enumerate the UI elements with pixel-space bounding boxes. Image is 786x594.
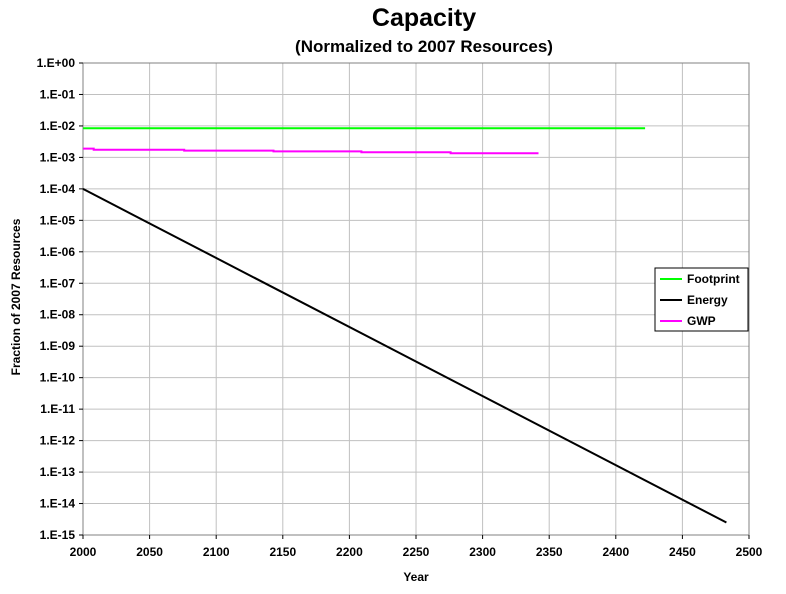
x-tick-label: 2400 xyxy=(602,545,629,559)
legend-label-energy: Energy xyxy=(687,293,728,307)
series-line-gwp xyxy=(83,147,539,155)
x-axis-label: Year xyxy=(403,570,429,584)
y-tick-label: 1.E+00 xyxy=(37,56,76,70)
chart-title: Capacity xyxy=(372,4,476,32)
y-tick-label: 1.E-14 xyxy=(40,497,76,511)
x-axis-ticks: 2000 2050 2100 2150 2200 2250 2300 2350 2400 2450… xyxy=(70,535,763,559)
grid xyxy=(82,62,750,536)
y-axis-label: Fraction of 2007 Resources xyxy=(9,218,23,375)
x-tick-label: 2300 xyxy=(469,545,496,559)
y-tick-label: 1.E-07 xyxy=(40,276,76,290)
x-tick-label: 2150 xyxy=(269,545,296,559)
x-tick-label: 2500 xyxy=(736,545,763,559)
x-tick-label: 2200 xyxy=(336,545,363,559)
x-tick-label: 2250 xyxy=(403,545,430,559)
y-tick-label: 1.E-08 xyxy=(40,308,76,322)
chart-subtitle: (Normalized to 2007 Resources) xyxy=(295,37,553,56)
x-tick-label: 2350 xyxy=(536,545,563,559)
x-tick-label: 2450 xyxy=(669,545,696,559)
y-tick-label: 1.E-04 xyxy=(40,182,76,196)
y-tick-label: 1.E-09 xyxy=(40,339,76,353)
x-tick-label: 2100 xyxy=(203,545,230,559)
series-layer xyxy=(82,127,727,524)
legend-label-footprint: Footprint xyxy=(687,272,740,286)
y-tick-label: 1.E-15 xyxy=(40,528,76,542)
y-tick-label: 1.E-03 xyxy=(40,150,76,164)
y-tick-label: 1.E-11 xyxy=(40,402,75,416)
y-tick-label: 1.E-02 xyxy=(40,119,76,133)
x-tick-label: 2050 xyxy=(136,545,163,559)
x-tick-label: 2000 xyxy=(70,545,97,559)
y-tick-label: 1.E-06 xyxy=(40,245,76,259)
y-tick-label: 1.E-05 xyxy=(40,213,76,227)
series-line-energy xyxy=(82,188,727,524)
y-tick-label: 1.E-10 xyxy=(40,371,76,385)
y-tick-label: 1.E-13 xyxy=(40,465,76,479)
y-axis-ticks: 1.E+00 1.E-01 1.E-02 1.E-03 1.E-04 1.E-05 1.E-… xyxy=(37,56,83,542)
y-tick-label: 1.E-12 xyxy=(40,434,76,448)
y-tick-label: 1.E-01 xyxy=(40,87,76,101)
legend-label-gwp: GWP xyxy=(687,314,716,328)
legend: Footprint Energy GWP xyxy=(654,267,749,332)
legend-items: Footprint Energy GWP xyxy=(660,272,740,328)
